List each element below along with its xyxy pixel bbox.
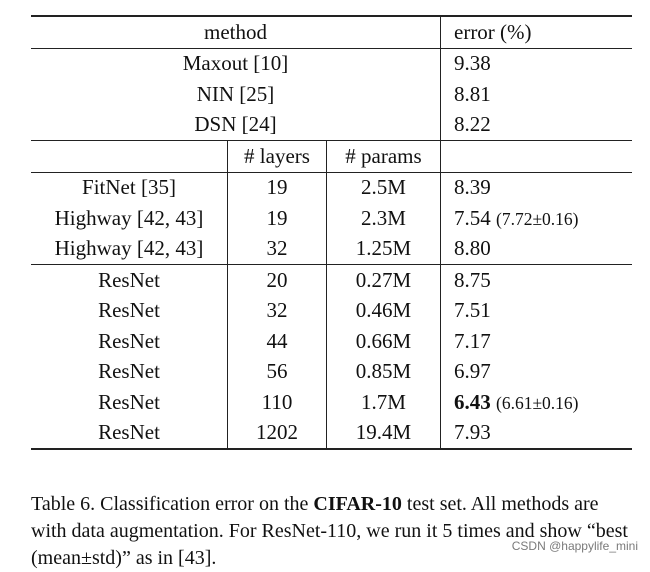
params-cell: 19.4M: [326, 417, 441, 450]
error-value: 8.22: [454, 112, 491, 137]
method-cell: Highway [42, 43]: [31, 203, 228, 234]
results-table: method error (%) Maxout [10] 9.38 NIN [25] 8.…: [31, 15, 632, 450]
error-mean-std: (6.61±0.16): [496, 392, 579, 413]
error-value: 8.39: [454, 175, 491, 200]
error-cell: 9.38: [440, 47, 632, 79]
params-cell: 0.46M: [326, 295, 441, 326]
error-header: error (%): [440, 15, 632, 48]
error-value: 7.51: [454, 298, 491, 323]
caption-prefix: Table 6. Classification error on the: [31, 493, 314, 515]
method-cell: FitNet [35]: [31, 171, 228, 203]
table-row: ResNet 110 1.7M 6.43 (6.61±0.16): [31, 387, 632, 418]
error-cell: 7.17: [441, 326, 633, 357]
header-row: method error (%): [31, 15, 632, 48]
method-cell: Highway [42, 43]: [31, 233, 228, 265]
error-subheader-blank: [440, 140, 632, 172]
caption-dataset: CIFAR-10: [313, 493, 402, 515]
error-value: 7.54: [454, 205, 491, 230]
params-cell: 0.66M: [326, 326, 441, 357]
method-cell: NIN [25]: [31, 79, 441, 110]
layers-cell: 32: [227, 233, 327, 265]
layers-cell: 110: [227, 387, 327, 418]
error-cell: 7.54 (7.72±0.16): [441, 203, 633, 234]
layers-cell: 1202: [227, 417, 327, 450]
table-caption: Table 6. Classification error on the CIF…: [31, 491, 631, 572]
method-cell: ResNet: [31, 387, 228, 418]
params-cell: 1.7M: [326, 387, 441, 418]
error-value: 8.80: [454, 236, 491, 261]
layers-header: # layers: [227, 140, 327, 172]
layers-cell: 44: [227, 326, 327, 357]
table-row: Highway [42, 43] 32 1.25M 8.80: [31, 233, 633, 265]
table-row: FitNet [35] 19 2.5M 8.39: [31, 171, 632, 203]
error-mean-std: (7.72±0.16): [496, 208, 579, 229]
params-cell: 2.5M: [326, 171, 441, 203]
params-cell: 2.3M: [326, 203, 441, 234]
layers-cell: 56: [227, 356, 327, 387]
error-value: 7.93: [454, 420, 491, 445]
method-cell: ResNet: [31, 264, 228, 296]
error-value: 8.75: [454, 267, 491, 292]
method-cell: Maxout [10]: [31, 47, 441, 79]
params-cell: 1.25M: [326, 233, 441, 265]
table-row: NIN [25] 8.81: [31, 79, 632, 110]
error-cell: 8.75: [440, 264, 632, 296]
error-cell: 7.93: [440, 417, 632, 450]
layers-cell: 19: [227, 171, 327, 203]
params-cell: 0.85M: [326, 356, 441, 387]
error-value: 6.43: [454, 389, 491, 414]
params-header: # params: [326, 140, 441, 172]
error-cell: 8.39: [440, 171, 632, 203]
subheader-row: # layers # params: [31, 140, 632, 172]
table-row: ResNet 20 0.27M 8.75: [31, 264, 632, 296]
table-row: Highway [42, 43] 19 2.3M 7.54 (7.72±0.16): [31, 203, 632, 234]
table-row: ResNet 32 0.46M 7.51: [31, 295, 633, 327]
error-value: 6.97: [454, 359, 491, 384]
error-cell: 6.97: [441, 357, 633, 388]
method-cell: ResNet: [31, 326, 228, 357]
method-header: method: [31, 15, 441, 48]
table-row: ResNet 1202 19.4M 7.93: [31, 417, 632, 450]
error-cell: 6.43 (6.61±0.16): [441, 387, 633, 418]
layers-cell: 20: [227, 264, 327, 296]
method-cell: ResNet: [31, 295, 228, 326]
error-value: 9.38: [454, 51, 491, 76]
table-row: Maxout [10] 9.38: [31, 47, 632, 79]
table-row: DSN [24] 8.22: [31, 109, 633, 141]
method-cell: DSN [24]: [31, 109, 441, 141]
table-row: ResNet 56 0.85M 6.97: [31, 356, 633, 388]
table-row: ResNet 44 0.66M 7.17: [31, 326, 632, 357]
error-cell: 8.22: [441, 110, 633, 141]
layers-cell: 19: [227, 203, 327, 234]
method-cell: ResNet: [31, 356, 228, 387]
error-value: 7.17: [454, 328, 491, 353]
watermark: CSDN @happylife_mini: [511, 539, 638, 553]
error-cell: 8.81: [441, 79, 633, 110]
error-value: 8.81: [454, 81, 491, 106]
error-cell: 7.51: [441, 296, 633, 327]
error-cell: 8.80: [441, 234, 633, 265]
params-cell: 0.27M: [326, 264, 441, 296]
method-subheader-blank: [31, 140, 228, 172]
method-cell: ResNet: [31, 417, 228, 450]
layers-cell: 32: [227, 295, 327, 326]
